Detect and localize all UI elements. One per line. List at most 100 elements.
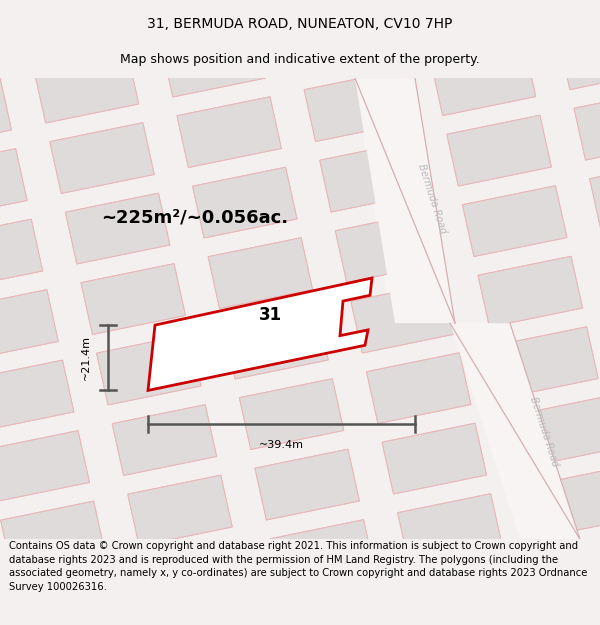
Polygon shape xyxy=(143,546,248,616)
Text: Contains OS data © Crown copyright and database right 2021. This information is : Contains OS data © Crown copyright and d… xyxy=(9,541,587,592)
Polygon shape xyxy=(335,212,440,282)
Polygon shape xyxy=(208,238,313,308)
Polygon shape xyxy=(193,168,297,238)
Polygon shape xyxy=(431,45,536,116)
Polygon shape xyxy=(541,538,600,609)
Polygon shape xyxy=(0,360,74,431)
Polygon shape xyxy=(304,71,409,141)
Polygon shape xyxy=(177,97,281,168)
Polygon shape xyxy=(382,423,487,494)
Polygon shape xyxy=(478,256,583,327)
Polygon shape xyxy=(65,193,170,264)
Polygon shape xyxy=(320,141,424,212)
Polygon shape xyxy=(478,256,583,327)
Polygon shape xyxy=(0,290,58,361)
Polygon shape xyxy=(0,290,58,361)
Polygon shape xyxy=(0,149,27,219)
Polygon shape xyxy=(590,160,600,231)
Text: Map shows position and indicative extent of the property.: Map shows position and indicative extent… xyxy=(120,53,480,66)
Polygon shape xyxy=(543,0,600,19)
Polygon shape xyxy=(509,398,600,468)
Text: Bermuda Road: Bermuda Road xyxy=(416,162,448,234)
Polygon shape xyxy=(271,520,375,591)
Polygon shape xyxy=(0,431,89,501)
Polygon shape xyxy=(65,193,170,264)
Polygon shape xyxy=(97,334,201,405)
Polygon shape xyxy=(355,78,450,318)
Text: 31: 31 xyxy=(259,306,281,324)
Polygon shape xyxy=(19,0,123,52)
Polygon shape xyxy=(159,616,263,625)
Polygon shape xyxy=(148,278,372,391)
Polygon shape xyxy=(0,78,11,149)
Polygon shape xyxy=(159,616,263,625)
Polygon shape xyxy=(0,219,43,290)
Polygon shape xyxy=(50,122,154,193)
Polygon shape xyxy=(450,323,580,539)
Polygon shape xyxy=(431,45,536,116)
Polygon shape xyxy=(81,264,185,334)
Polygon shape xyxy=(447,115,551,186)
Polygon shape xyxy=(590,160,600,231)
Polygon shape xyxy=(16,572,121,625)
Polygon shape xyxy=(416,0,520,45)
Polygon shape xyxy=(34,52,139,123)
Polygon shape xyxy=(128,475,232,546)
Polygon shape xyxy=(525,468,600,539)
Text: ~225m²/~0.056ac.: ~225m²/~0.056ac. xyxy=(101,209,289,226)
Polygon shape xyxy=(355,78,455,323)
Polygon shape xyxy=(335,212,440,282)
Polygon shape xyxy=(463,186,567,256)
Polygon shape xyxy=(271,520,375,591)
Polygon shape xyxy=(447,115,551,186)
Polygon shape xyxy=(1,501,105,572)
Polygon shape xyxy=(50,122,154,193)
Polygon shape xyxy=(416,0,520,45)
Polygon shape xyxy=(255,449,359,520)
Polygon shape xyxy=(81,264,185,334)
Polygon shape xyxy=(0,149,27,219)
Polygon shape xyxy=(0,78,11,149)
Polygon shape xyxy=(559,19,600,89)
Text: Bermuda Road: Bermuda Road xyxy=(528,396,560,468)
Text: ~39.4m: ~39.4m xyxy=(259,440,304,450)
Polygon shape xyxy=(286,590,391,625)
Polygon shape xyxy=(97,334,201,405)
Polygon shape xyxy=(304,71,409,141)
Polygon shape xyxy=(289,0,393,71)
Polygon shape xyxy=(224,308,328,379)
Polygon shape xyxy=(413,564,518,625)
Polygon shape xyxy=(0,219,43,290)
Polygon shape xyxy=(286,590,391,625)
Polygon shape xyxy=(543,0,600,19)
Polygon shape xyxy=(367,352,471,424)
Polygon shape xyxy=(224,308,328,379)
Polygon shape xyxy=(16,572,121,625)
Polygon shape xyxy=(320,141,424,212)
Polygon shape xyxy=(146,0,250,26)
Polygon shape xyxy=(1,501,105,572)
Polygon shape xyxy=(193,168,297,238)
Polygon shape xyxy=(494,327,598,398)
Polygon shape xyxy=(289,0,393,71)
Polygon shape xyxy=(0,360,74,431)
Polygon shape xyxy=(574,89,600,160)
Polygon shape xyxy=(0,431,89,501)
Polygon shape xyxy=(161,26,266,97)
Polygon shape xyxy=(239,379,344,449)
Polygon shape xyxy=(112,405,217,476)
Polygon shape xyxy=(34,52,139,123)
Polygon shape xyxy=(398,494,502,564)
Text: ~21.4m: ~21.4m xyxy=(81,335,91,380)
Polygon shape xyxy=(239,379,344,449)
Polygon shape xyxy=(367,352,471,424)
Polygon shape xyxy=(559,19,600,89)
Polygon shape xyxy=(19,0,123,52)
Polygon shape xyxy=(112,405,217,476)
Polygon shape xyxy=(463,186,567,256)
Polygon shape xyxy=(128,475,232,546)
Polygon shape xyxy=(525,468,600,539)
Polygon shape xyxy=(143,546,248,616)
Polygon shape xyxy=(541,538,600,609)
Polygon shape xyxy=(574,89,600,160)
